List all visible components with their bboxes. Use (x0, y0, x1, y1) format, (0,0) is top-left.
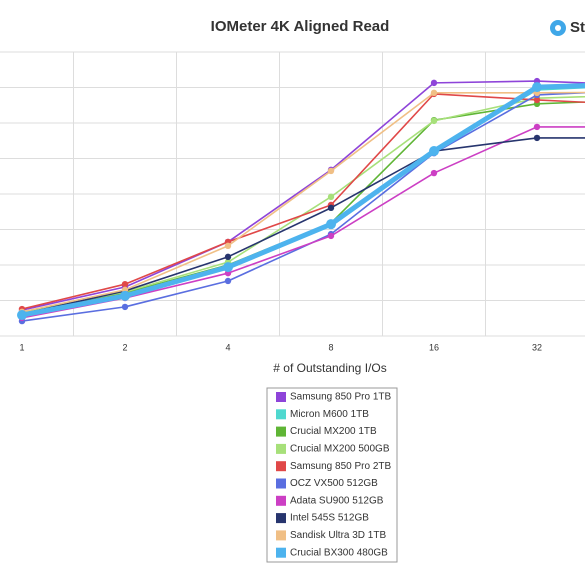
data-point (533, 123, 541, 131)
x-tick-label: 2 (122, 342, 127, 352)
legend-swatch (276, 443, 286, 454)
data-point (224, 242, 232, 250)
data-point (533, 134, 541, 142)
data-point (327, 204, 335, 212)
data-point (430, 169, 438, 177)
series-line (21, 83, 585, 318)
legend-label: Crucial MX200 1TB (290, 426, 377, 437)
data-point (224, 253, 232, 261)
legend-swatch (276, 478, 286, 489)
data-point (121, 280, 129, 288)
data-point (430, 89, 438, 97)
data-point (327, 193, 335, 201)
legend-box (266, 387, 398, 563)
series-line (21, 101, 585, 314)
data-point (120, 290, 130, 301)
series-line (21, 93, 585, 310)
data-point (121, 303, 129, 311)
data-point (429, 146, 439, 157)
x-tick-label: 32 (532, 342, 542, 352)
data-point (17, 310, 27, 321)
x-tick-label: 8 (328, 342, 333, 352)
data-point (533, 96, 541, 104)
logo-icon-hole (555, 25, 561, 31)
x-tick-label: 16 (429, 342, 439, 352)
data-point (327, 167, 335, 175)
data-point (430, 79, 438, 87)
series-line (21, 95, 585, 313)
legend-label: Adata SU900 512GB (290, 495, 384, 506)
legend-label: OCZ VX500 512GB (290, 478, 378, 489)
legend-swatch (276, 530, 286, 541)
logo-text: St (570, 19, 585, 36)
legend-label: Samsung 850 Pro 1TB (290, 392, 391, 403)
series-line (21, 91, 585, 322)
data-point (326, 219, 336, 230)
legend-label: Micron M600 1TB (290, 409, 369, 420)
x-axis-label: # of Outstanding I/Os (273, 361, 386, 375)
legend-swatch (276, 513, 286, 524)
legend-label: Samsung 850 Pro 2TB (290, 461, 391, 472)
legend-label: Crucial BX300 480GB (290, 547, 388, 558)
legend-label: Intel 545S 512GB (290, 513, 369, 524)
series-line (21, 86, 585, 314)
data-point (223, 262, 233, 273)
data-point (224, 277, 232, 285)
legend-swatch (276, 409, 286, 420)
legend-swatch (276, 392, 286, 402)
data-point (430, 117, 438, 125)
legend-swatch (276, 426, 286, 437)
legend-swatch (276, 547, 286, 558)
legend-label: Crucial MX200 500GB (290, 444, 390, 455)
data-point (327, 232, 335, 240)
x-tick-label: 1 (19, 342, 24, 352)
data-point (532, 82, 542, 93)
x-tick-label: 4 (225, 342, 230, 352)
legend-label: Sandisk Ultra 3D 1TB (290, 530, 386, 541)
series-line (21, 137, 585, 315)
series-line (21, 91, 585, 313)
legend-swatch (276, 461, 286, 472)
legend-swatch (276, 495, 286, 506)
chart-title: IOMeter 4K Aligned Read (211, 18, 390, 35)
